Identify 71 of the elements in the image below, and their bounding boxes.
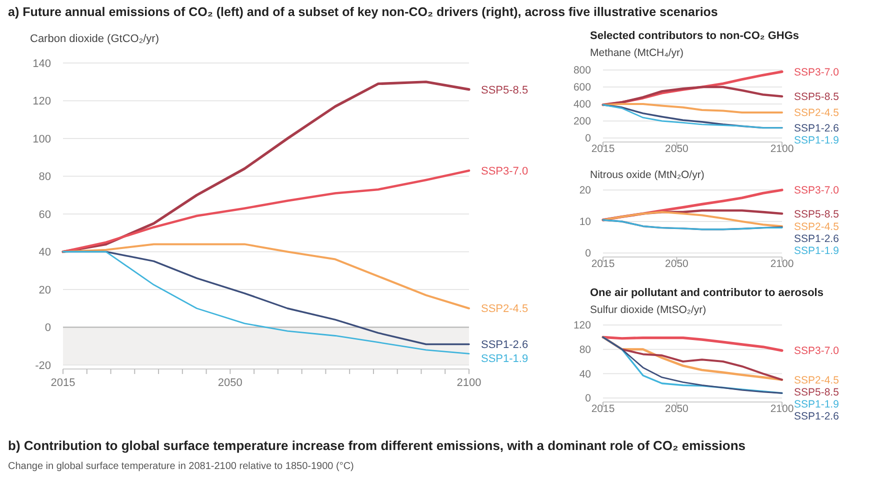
line-series (602, 209, 784, 222)
y-tick-label: -20 (35, 360, 51, 372)
y-tick-label: 800 (573, 64, 592, 77)
y-tick-label: 200 (573, 116, 592, 128)
series-label: SSP2-4.5 (794, 374, 840, 386)
series-label: SSP1-1.9 (481, 353, 528, 366)
y-axis-title: Carbon dioxide (GtCO₂/yr) (30, 33, 159, 45)
x-tick-label: 2050 (665, 403, 689, 415)
y-tick-label: 20 (579, 184, 592, 197)
series-label: SSP2-4.5 (481, 303, 528, 316)
y-axis-title: Sulfur dioxide (MtSO₂/yr) (590, 304, 706, 316)
line-series (602, 211, 783, 228)
series-label: SSP5-8.5 (481, 84, 528, 96)
line-series (602, 336, 783, 394)
x-tick-label: 2050 (665, 143, 689, 155)
y-tick-label: 60 (38, 208, 51, 221)
series-label: SSP2-4.5 (794, 220, 840, 233)
y-tick-label: 80 (38, 171, 51, 184)
series-label: SSP1-2.6 (481, 339, 528, 352)
y-tick-label: 100 (32, 133, 51, 146)
x-tick-label: 2100 (770, 143, 794, 155)
line-series (602, 86, 784, 106)
y-tick-label: 10 (579, 216, 592, 228)
y-tick-label: 0 (585, 132, 592, 145)
line-series (62, 243, 470, 310)
y-tick-label: 40 (38, 246, 51, 259)
chart-title: a) Future annual emissions of CO₂ (left) and of a subset of key non-CO₂ drivers (right), across five illustrative scenarios (8, 5, 718, 19)
series-label: SSP3-7.0 (794, 184, 840, 197)
x-tick-label: 2050 (218, 377, 242, 389)
series-label: SSP1-1.9 (794, 244, 840, 257)
y-tick-label: 20 (38, 284, 51, 296)
y-tick-label: 140 (32, 58, 51, 70)
y-axis-title: Methane (MtCH₄/yr) (590, 47, 684, 59)
line-series (602, 336, 784, 352)
line-series (602, 103, 783, 114)
series-label: SSP3-7.0 (481, 165, 528, 178)
text: SSP1-2.6 (794, 410, 840, 422)
series-label: SSP5-8.5 (794, 91, 840, 104)
y-tick-label: 600 (573, 82, 592, 94)
y-tick-label: 0 (585, 392, 592, 405)
y-tick-label: 0 (585, 248, 592, 260)
x-tick-label: 2015 (50, 377, 76, 389)
y-tick-label: 120 (573, 320, 592, 332)
series-label: SSP1-2.6 (794, 122, 840, 134)
series-label: SSP1-1.9 (794, 398, 840, 410)
x-tick-label: 2050 (665, 258, 689, 270)
series-label: SSP5-8.5 (794, 386, 840, 398)
y-axis-title: Nitrous oxide (MtN₂O/yr) (590, 169, 704, 181)
y-tick-label: 80 (579, 344, 592, 356)
series-label: SSP1-1.9 (794, 134, 840, 146)
x-tick-label: 2015 (591, 143, 615, 155)
y-tick-label: 40 (579, 368, 592, 380)
line-series (62, 169, 470, 253)
chart-title: One air pollutant and contributor to aerosols (590, 287, 824, 299)
x-tick-label: 2015 (591, 403, 615, 415)
series-label: SSP3-7.0 (794, 345, 840, 358)
x-tick-label: 2015 (591, 258, 615, 270)
y-tick-label: 0 (44, 322, 51, 334)
text: Change in global surface temperature in 2081-2100 relative to 1850-1900 (°C) (8, 461, 354, 472)
line-series (602, 219, 783, 230)
y-tick-label: 120 (32, 96, 51, 108)
x-tick-label: 2100 (770, 258, 794, 270)
y-tick-label: 400 (573, 98, 592, 111)
series-label: SSP2-4.5 (794, 107, 840, 120)
series-label: SSP1-2.6 (794, 232, 840, 245)
x-tick-label: 2100 (456, 377, 482, 389)
chart-title: Selected contributors to non-CO₂ GHGs (590, 30, 800, 42)
series-label: SSP5-8.5 (794, 208, 840, 220)
text: b) Contribution to global surface temperature increase from different emissions, with a dominant role of CO₂ emissions (8, 438, 746, 453)
series-label: SSP3-7.0 (794, 66, 840, 78)
x-tick-label: 2100 (770, 403, 794, 415)
